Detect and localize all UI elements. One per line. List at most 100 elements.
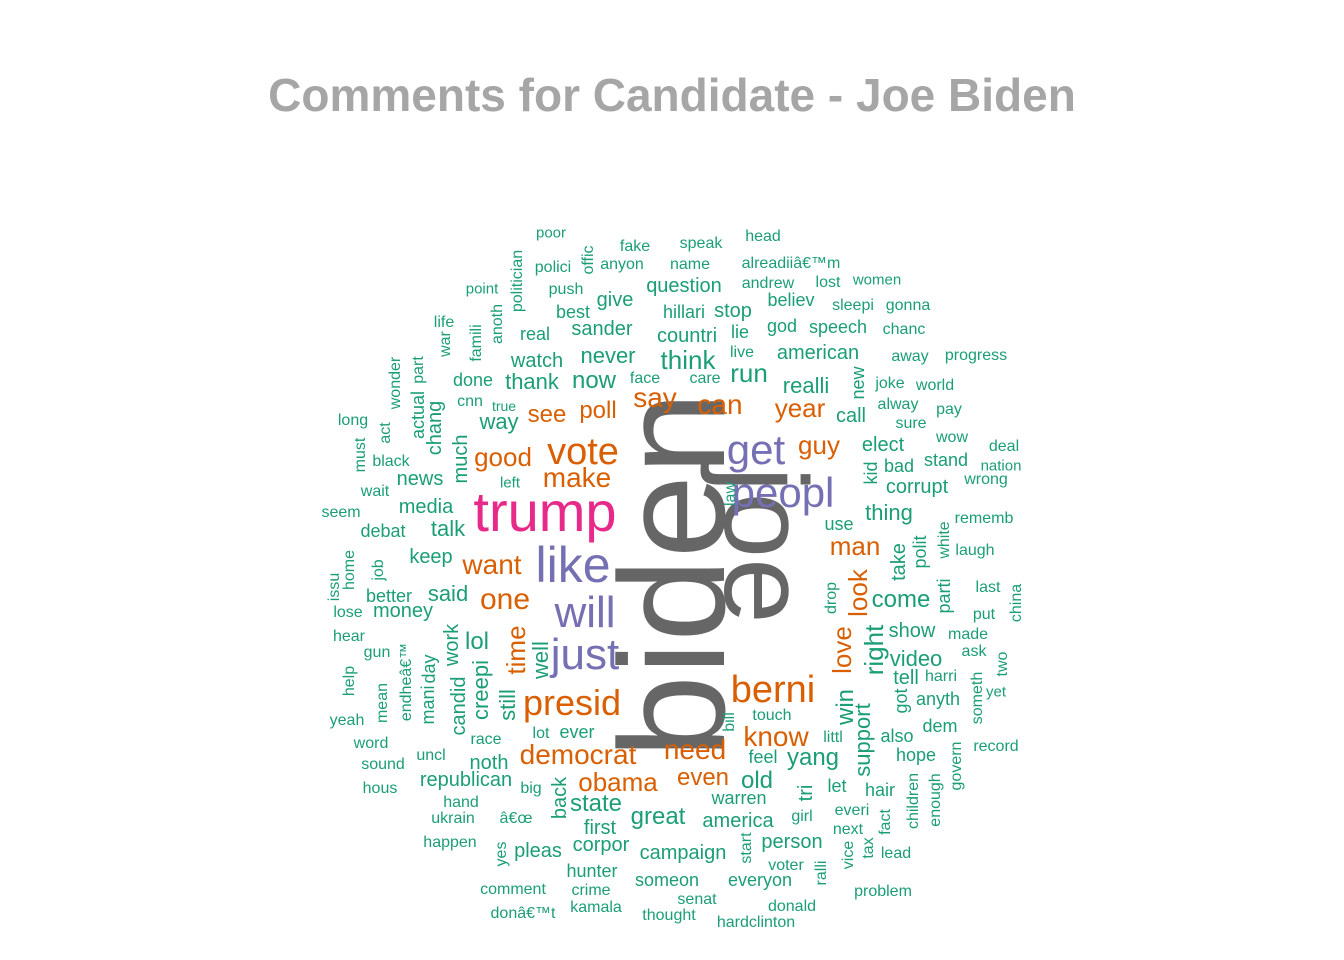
word-make: make xyxy=(542,462,612,493)
word-life: life xyxy=(433,314,455,331)
word-will: will xyxy=(554,588,616,637)
word-mani: mani xyxy=(418,685,438,725)
word-bill: bill xyxy=(721,712,738,732)
word-hillari: hillari xyxy=(662,302,706,322)
word-sound: sound xyxy=(361,756,405,773)
word-littl: littl xyxy=(823,729,843,746)
word-america: america xyxy=(702,810,774,832)
word-job: job xyxy=(370,559,387,581)
word-start: start xyxy=(738,832,755,864)
word-away: away xyxy=(891,348,929,365)
word-lot: lot xyxy=(532,725,550,742)
word-world: world xyxy=(915,377,955,394)
word-mean: mean xyxy=(374,682,391,724)
word-fake: fake xyxy=(619,238,651,255)
word-feel: feel xyxy=(748,747,778,767)
word-countri: countri xyxy=(656,325,718,347)
word-one: one xyxy=(479,583,531,616)
word-lol: lol xyxy=(464,628,490,655)
word-run: run xyxy=(730,358,768,388)
word-news: news xyxy=(396,468,444,490)
word-don-t: donâ€™t xyxy=(490,905,556,922)
word-women: women xyxy=(852,271,902,289)
word-sure: sure xyxy=(895,415,927,432)
word-day: day xyxy=(419,654,439,684)
word-let: let xyxy=(827,776,847,796)
word-use: use xyxy=(824,514,854,534)
word-watch: watch xyxy=(510,350,564,372)
word-point: point xyxy=(465,280,499,298)
word-parti: parti xyxy=(934,578,954,614)
word-can: can xyxy=(697,389,743,420)
word-question: question xyxy=(646,275,722,297)
word-drop: drop xyxy=(823,581,840,615)
word-pay: pay xyxy=(936,401,962,418)
word-give: give xyxy=(596,289,634,311)
word-back: back xyxy=(549,776,571,820)
word-deal: deal xyxy=(988,438,1020,455)
word-person: person xyxy=(761,831,823,853)
word-live: live xyxy=(729,344,755,361)
word-politician: politician xyxy=(509,249,526,313)
word-ever: ever xyxy=(559,722,595,742)
word-sander: sander xyxy=(571,318,633,340)
word-speak: speak xyxy=(679,235,723,252)
word-call: call xyxy=(835,405,867,427)
word-children: children xyxy=(905,772,922,830)
word-put: put xyxy=(972,606,996,623)
word-work: work xyxy=(441,623,463,667)
word-wrong: wrong xyxy=(964,471,1008,488)
word-thought: thought xyxy=(642,907,696,924)
word-last: last xyxy=(975,579,1001,596)
word-lead: lead xyxy=(880,845,912,862)
word-stand: stand xyxy=(923,450,969,470)
word-best: best xyxy=(555,302,591,322)
word-everi: everi xyxy=(834,802,870,819)
word-elect: elect xyxy=(861,434,905,456)
word-alway: alway xyxy=(877,396,919,413)
word-china: china xyxy=(1008,583,1025,623)
word-first: first xyxy=(583,817,617,839)
word-trump: trump xyxy=(473,480,617,543)
word-gonna: gonna xyxy=(885,297,931,314)
word-guy: guy xyxy=(798,430,840,460)
word-support: support xyxy=(850,703,875,777)
word-yes: yes xyxy=(493,841,510,867)
word-left: left xyxy=(499,474,521,492)
word-old: old xyxy=(740,767,774,794)
word-lie: lie xyxy=(730,322,750,342)
word-act: act xyxy=(377,422,394,444)
word-alreadii-m: alreadiiâ€™m xyxy=(741,255,841,272)
word-noth: noth xyxy=(469,752,509,774)
word-show: show xyxy=(888,620,936,642)
word-yeah: yeah xyxy=(329,712,365,729)
word-way: way xyxy=(479,409,519,434)
word-hand: hand xyxy=(443,794,479,811)
word-made: made xyxy=(947,626,989,643)
word-kamala: kamala xyxy=(570,899,622,916)
word-believ: believ xyxy=(767,290,815,310)
word-yang: yang xyxy=(786,744,840,771)
word-polit: polit xyxy=(910,535,930,569)
word-race: race xyxy=(470,731,502,748)
word-speech: speech xyxy=(808,317,868,337)
word-care: care xyxy=(689,370,721,387)
word-need: need xyxy=(663,734,727,765)
word-anoth: anoth xyxy=(489,303,506,345)
word-name: name xyxy=(669,256,711,273)
word-tell: tell xyxy=(893,667,919,689)
word-done: done xyxy=(452,370,494,390)
word-got: got xyxy=(891,688,911,714)
word-peopl: peopl xyxy=(731,469,835,516)
word-money: money xyxy=(372,600,434,622)
word-part: part xyxy=(410,356,427,384)
word-kid: kid xyxy=(861,461,881,485)
word-big: big xyxy=(520,780,542,797)
word-also: also xyxy=(880,726,914,746)
word-someon: someon xyxy=(634,870,700,890)
word-come: come xyxy=(871,586,931,613)
word-warren: warren xyxy=(711,788,767,808)
word-endhe: endheâ€™ xyxy=(398,642,415,722)
word-great: great xyxy=(630,803,686,830)
word-real: real xyxy=(519,324,551,344)
